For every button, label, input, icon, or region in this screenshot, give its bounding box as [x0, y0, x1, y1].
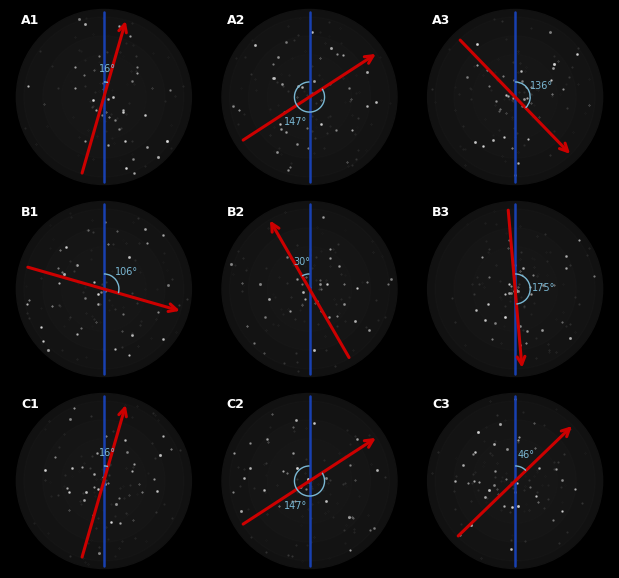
Text: 175°: 175°	[532, 283, 555, 293]
Text: 16°: 16°	[99, 448, 116, 458]
Circle shape	[248, 36, 371, 158]
Text: 147°: 147°	[284, 117, 308, 127]
Circle shape	[43, 228, 165, 350]
Circle shape	[428, 9, 603, 184]
Text: 147°: 147°	[284, 501, 308, 511]
Circle shape	[230, 209, 389, 369]
Circle shape	[435, 17, 595, 177]
Circle shape	[16, 202, 191, 376]
Text: C1: C1	[21, 398, 39, 411]
Circle shape	[16, 9, 191, 184]
Text: 106°: 106°	[115, 267, 138, 277]
Text: C3: C3	[432, 398, 450, 411]
Circle shape	[454, 420, 576, 542]
Circle shape	[435, 401, 595, 561]
Circle shape	[24, 17, 184, 177]
Circle shape	[43, 420, 165, 542]
Text: A3: A3	[432, 14, 451, 27]
Circle shape	[435, 209, 595, 369]
Text: 46°: 46°	[517, 450, 535, 460]
Circle shape	[230, 17, 389, 177]
Circle shape	[222, 394, 397, 569]
Circle shape	[248, 420, 371, 542]
Circle shape	[230, 401, 389, 561]
Circle shape	[454, 36, 576, 158]
Circle shape	[16, 394, 191, 569]
Circle shape	[222, 9, 397, 184]
Text: 136°: 136°	[530, 81, 553, 91]
Text: B3: B3	[432, 206, 451, 219]
Circle shape	[43, 36, 165, 158]
Circle shape	[24, 401, 184, 561]
Text: 30°: 30°	[293, 257, 311, 266]
Text: B1: B1	[21, 206, 40, 219]
Circle shape	[454, 228, 576, 350]
Text: C2: C2	[227, 398, 245, 411]
Circle shape	[248, 228, 371, 350]
Circle shape	[222, 202, 397, 376]
Text: 16°: 16°	[99, 64, 116, 74]
Circle shape	[428, 394, 603, 569]
Text: A2: A2	[227, 14, 245, 27]
Text: B2: B2	[227, 206, 245, 219]
Text: A1: A1	[21, 14, 40, 27]
Circle shape	[428, 202, 603, 376]
Circle shape	[24, 209, 184, 369]
